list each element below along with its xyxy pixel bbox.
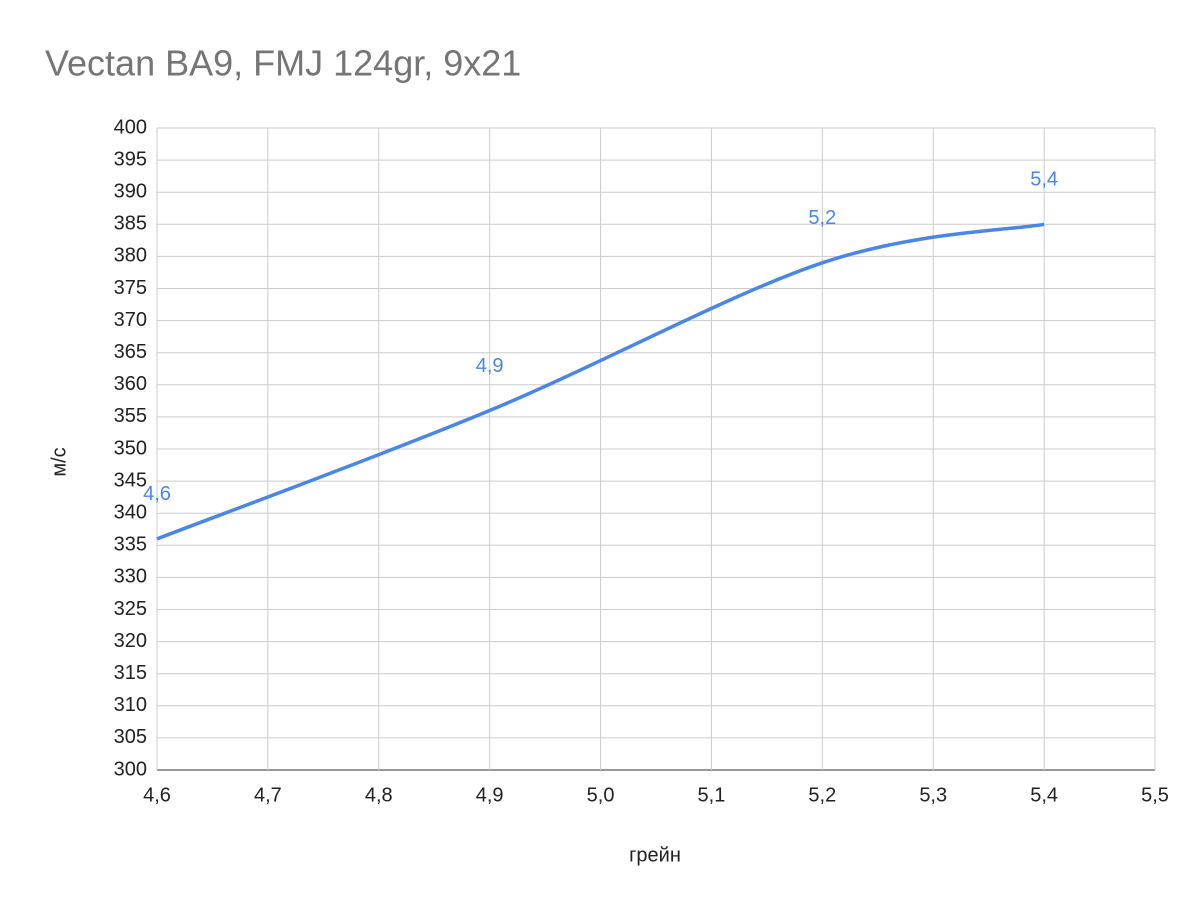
x-tick-label: 4,6: [143, 784, 171, 806]
y-tick-label: 350: [114, 437, 147, 459]
data-label: 5,2: [808, 207, 836, 229]
y-tick-label: 390: [114, 180, 147, 202]
x-tick-label: 5,3: [919, 784, 947, 806]
x-axis-label: грейн: [629, 844, 681, 866]
x-tick-label: 5,1: [698, 784, 726, 806]
y-tick-label: 340: [114, 501, 147, 523]
x-tick-label: 5,4: [1030, 784, 1058, 806]
y-tick-label: 395: [114, 148, 147, 170]
x-tick-label: 4,8: [365, 784, 393, 806]
y-tick-label: 365: [114, 341, 147, 363]
y-tick-label: 385: [114, 213, 147, 235]
x-tick-label: 4,7: [254, 784, 282, 806]
y-tick-label: 325: [114, 598, 147, 620]
data-label: 4,9: [476, 355, 504, 377]
y-tick-label: 380: [114, 245, 147, 267]
y-tick-label: 330: [114, 566, 147, 588]
y-tick-label: 400: [114, 116, 147, 138]
y-tick-label: 310: [114, 694, 147, 716]
data-label: 4,6: [143, 483, 171, 505]
y-tick-label: 305: [114, 726, 147, 748]
y-tick-label: 370: [114, 309, 147, 331]
x-tick-label: 5,5: [1141, 784, 1169, 806]
chart-title: Vectan BA9, FMJ 124gr, 9x21: [45, 43, 521, 84]
y-tick-label: 315: [114, 662, 147, 684]
x-tick-label: 5,2: [808, 784, 836, 806]
y-tick-label: 320: [114, 630, 147, 652]
y-tick-label: 355: [114, 405, 147, 427]
y-tick-label: 360: [114, 373, 147, 395]
x-tick-label: 5,0: [587, 784, 615, 806]
y-tick-label: 345: [114, 469, 147, 491]
y-axis-label: м/с: [48, 447, 70, 476]
y-tick-label: 335: [114, 534, 147, 556]
line-series: [156, 222, 1045, 541]
x-tick-label: 4,9: [476, 784, 504, 806]
y-tick-label: 375: [114, 277, 147, 299]
data-label: 5,4: [1030, 169, 1058, 191]
y-tick-label: 300: [114, 758, 147, 780]
